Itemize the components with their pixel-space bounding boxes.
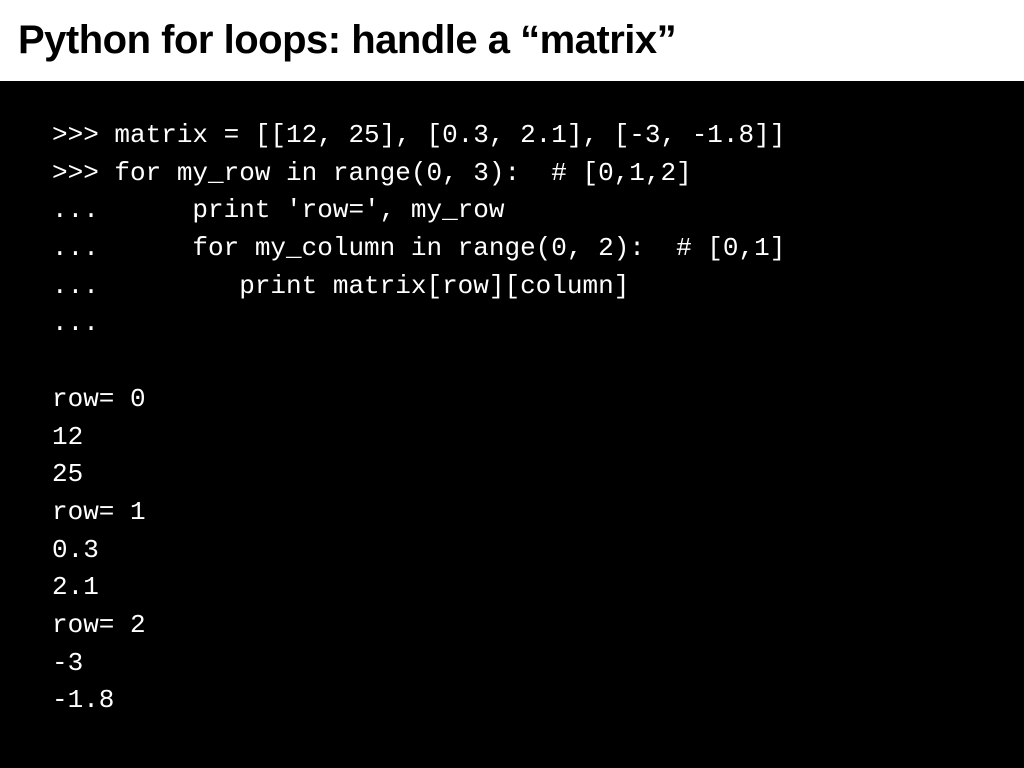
code-line: -3 [52,648,83,678]
title-bar: Python for loops: handle a “matrix” [0,0,1024,81]
code-line: 12 [52,422,83,452]
code-block: >>> matrix = [[12, 25], [0.3, 2.1], [-3,… [0,81,1024,768]
code-line: >>> for my_row in range(0, 3): # [0,1,2] [52,158,692,188]
code-line: 2.1 [52,572,99,602]
code-line: ... print 'row=', my_row [52,195,504,225]
code-line: row= 1 [52,497,146,527]
slide-title: Python for loops: handle a “matrix” [18,18,1006,63]
code-line: 25 [52,459,83,489]
code-line: 0.3 [52,535,99,565]
code-line: row= 0 [52,384,146,414]
code-line: -1.8 [52,685,114,715]
code-line: ... for my_column in range(0, 2): # [0,1… [52,233,785,263]
code-line: row= 2 [52,610,146,640]
code-line: >>> matrix = [[12, 25], [0.3, 2.1], [-3,… [52,120,785,150]
code-line: ... print matrix[row][column] [52,271,629,301]
slide: Python for loops: handle a “matrix” >>> … [0,0,1024,768]
code-line: ... [52,308,99,338]
